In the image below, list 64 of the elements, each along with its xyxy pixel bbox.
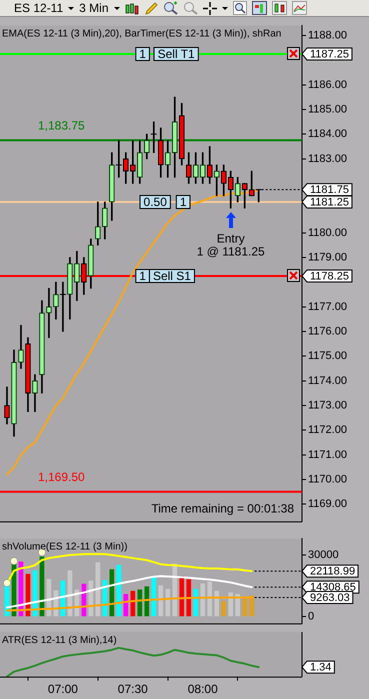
y-tick-label: 1179.00 [308,252,347,264]
y-tick-label: 1174.00 [308,374,347,387]
ref-line-label: 1,183.75 [38,118,86,133]
text: 3 Min [79,1,108,15]
text: 1181.75 [310,184,349,196]
y-tick-label: 1186.00 [308,78,347,91]
bar [165,588,170,616]
annotation: Entry 1 @ 1181.25 [196,231,266,258]
ref-line-label: 1,169.50 [38,470,86,484]
y-tick-label: 1184.00 [308,128,347,140]
y-tick-label: 1180.00 [308,226,347,239]
text: 1.34 [310,662,332,674]
bar [249,596,254,616]
bar [96,562,100,616]
annotation: 0.50 [144,194,168,209]
bar [116,564,122,616]
bar [207,581,212,616]
point [3,579,11,587]
bar [144,586,150,616]
y-tick-label: 1177.00 [308,300,347,313]
bar [242,598,248,616]
y-tick-label: 1169.00 [308,498,347,510]
y-tick-label: 1172.00 [308,424,347,436]
y-tick-label: 1176.00 [308,326,347,338]
bar [186,579,192,616]
x-tick-label: 07:30 [118,682,148,696]
bar [221,601,226,616]
annotation: 1181.25 [310,196,349,208]
y-tick-label: 1188.00 [308,30,347,42]
annotation: 1187.25 [310,48,349,60]
chart-title: ATR(ES 12-11 (3 Min),14) [2,634,117,646]
y-tick-label: 1173.00 [308,400,347,412]
y-tick-label: 1183.00 [308,152,347,165]
point [10,557,18,565]
annotation: Time remaining = 00:01:38 [151,502,294,516]
annotation: 1 [180,194,187,209]
bar [26,574,30,616]
bar [158,585,164,616]
y-tick-label: 1171.00 [308,448,347,461]
chart-title: EMA(ES 12-11 (3 Min),20), BarTimer(ES 12-11 (3 Min)), shRan [2,28,282,40]
bar [200,583,206,616]
y-tick-label: 30000 [308,549,339,562]
x-tick-label: 07:00 [48,682,78,696]
annotation: Sell S1 [152,268,192,283]
annotation: 9263.03 [310,592,350,604]
annotation: 1 [139,268,146,283]
x-tick-label: 08:00 [188,682,218,696]
annotation: 1178.25 [310,270,349,282]
bar [228,592,234,616]
y-tick-label: 0 [308,610,314,622]
candlestick [46,288,52,338]
text: ES 12-11 [14,1,64,15]
annotation: 1 [139,46,146,61]
bar [18,562,24,616]
annotation: 22118.99 [310,566,356,578]
chart-title: shVolume(ES 12-11 (3 Min)) [2,541,128,552]
annotation: Sell T1 [158,46,196,61]
y-tick-label: 1185.00 [308,104,347,116]
y-tick-label: 1170.00 [308,474,347,486]
bar [32,570,38,616]
y-tick-label: 1175.00 [308,350,347,362]
annotation: 14308.65 [310,582,356,594]
bar [137,589,142,616]
bar [193,588,198,616]
